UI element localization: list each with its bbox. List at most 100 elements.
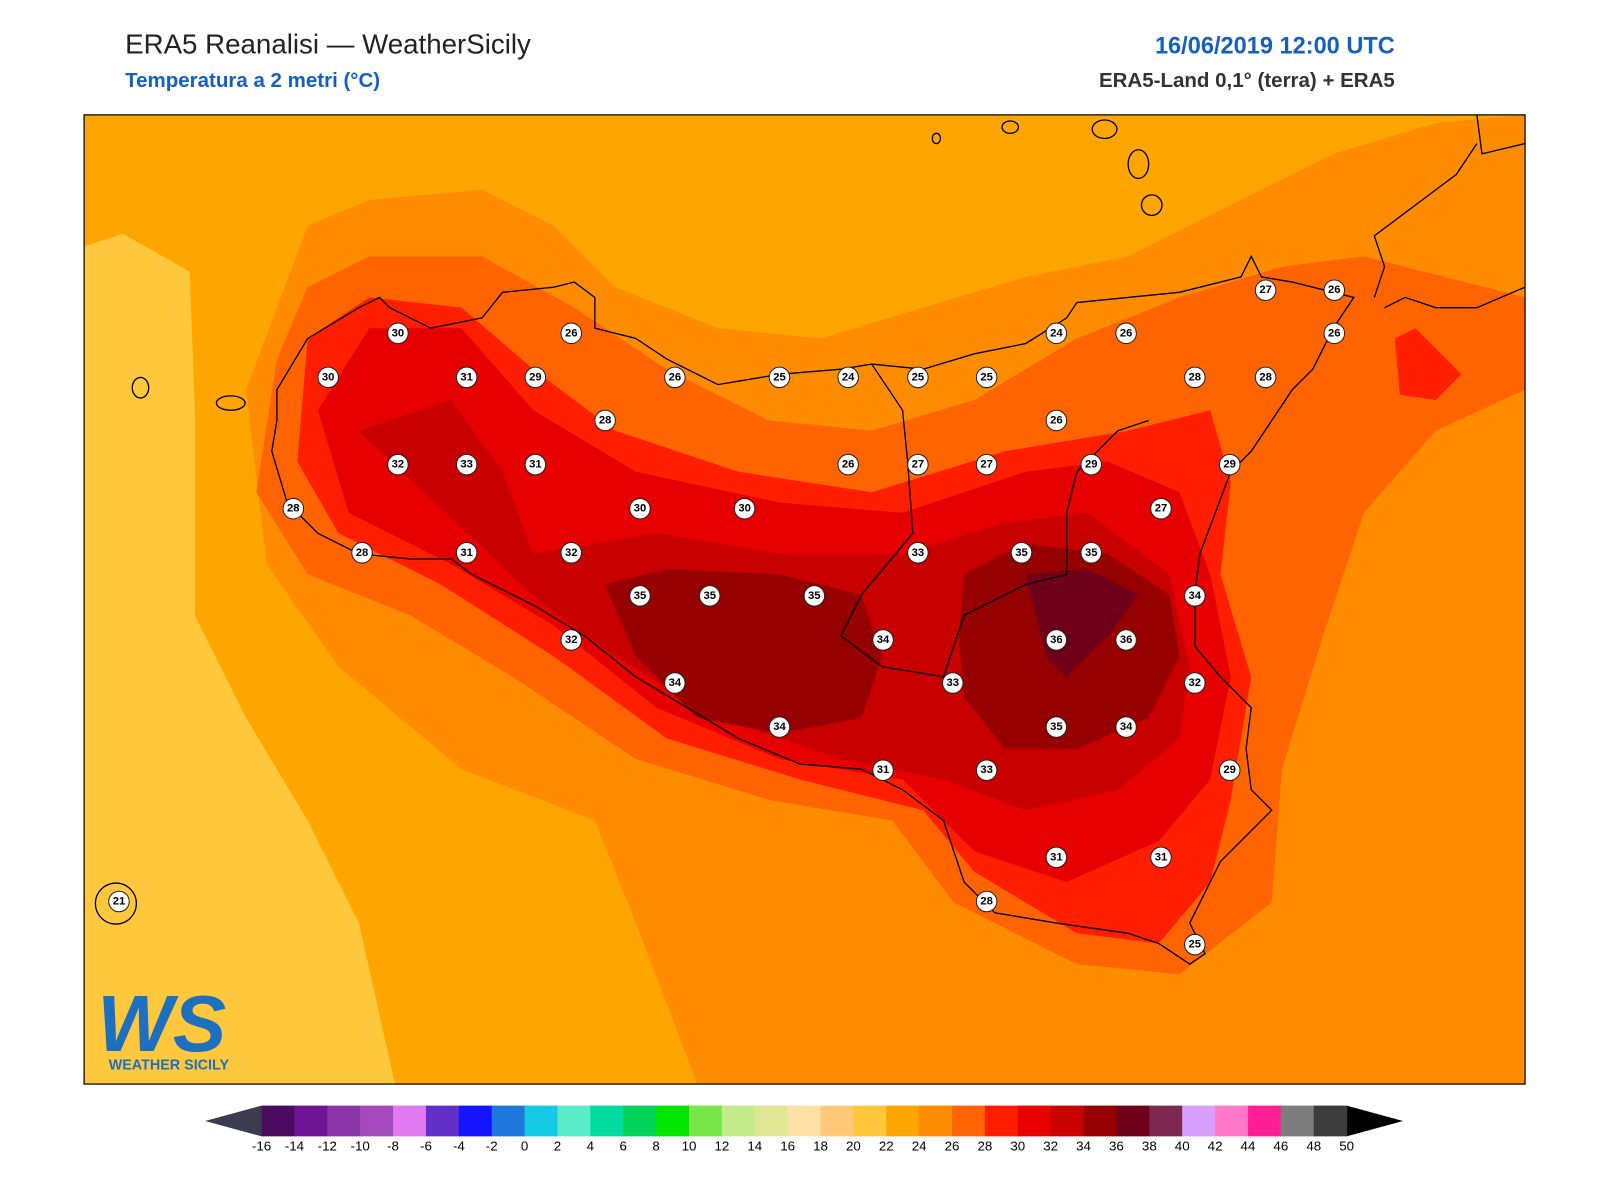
station-marker: [1150, 846, 1172, 869]
colorbar-tick-label: 22: [879, 1139, 894, 1154]
station-marker: [387, 453, 409, 476]
colorbar-tick-label: 16: [780, 1139, 795, 1154]
station-marker: [1045, 846, 1068, 869]
colorbar-box: [1116, 1105, 1150, 1137]
colorbar-tick-label: 26: [945, 1139, 960, 1154]
colorbar-tick-label: -4: [453, 1139, 465, 1154]
station-value: 29: [1223, 459, 1236, 471]
station-value: 21: [113, 896, 126, 908]
station-value: 34: [669, 677, 682, 689]
station-marker: [282, 497, 305, 520]
station-marker: [907, 542, 929, 564]
station-value: 33: [912, 547, 925, 559]
colorbar-tick-label: -12: [318, 1139, 337, 1154]
station-value: 28: [1189, 371, 1202, 383]
station-marker: [1010, 542, 1033, 564]
island: [1001, 120, 1020, 134]
station-value: 26: [1328, 284, 1341, 296]
station-value: 34: [877, 634, 890, 646]
station-value: 25: [1189, 939, 1202, 951]
island: [131, 376, 150, 399]
colorbar-box: [886, 1105, 920, 1137]
colorbar-box: [623, 1105, 657, 1137]
colorbar-box: [360, 1105, 394, 1137]
station-marker: [1184, 933, 1206, 956]
station-marker: [560, 542, 583, 564]
station-marker: [698, 585, 721, 607]
station-marker: [1115, 716, 1137, 738]
station-value: 31: [529, 459, 542, 471]
colorbar-tick-label: -14: [285, 1139, 305, 1154]
station-value: 26: [1328, 327, 1341, 339]
colorbar-tick-label: 50: [1339, 1139, 1354, 1154]
colorbar-tick-label: 28: [978, 1139, 993, 1154]
colorbar-box: [590, 1105, 624, 1137]
colorbar-box: [820, 1105, 854, 1137]
station-marker: [1045, 716, 1068, 738]
station-marker: [455, 453, 478, 476]
map-group: ERA5 Reanalisi — WeatherSicily Temperatu…: [83, 28, 1526, 1154]
colorbar-box: [327, 1105, 361, 1137]
station-marker: [872, 629, 894, 651]
station-value: 24: [1050, 327, 1063, 339]
date: 16/06/2019 12:00 UTC: [1155, 32, 1395, 58]
map-frame: [83, 114, 1526, 1085]
station-marker: [1218, 453, 1241, 476]
station-value: 25: [773, 371, 786, 383]
station-value: 32: [392, 459, 405, 471]
station-marker: [1323, 279, 1346, 302]
station-value: 35: [808, 590, 821, 602]
station-value: 25: [980, 371, 993, 383]
station-value: 24: [842, 371, 855, 383]
colorbar-tick-label: 18: [813, 1139, 828, 1154]
station-marker: [524, 366, 547, 389]
colorbar-box: [1280, 1105, 1315, 1137]
station-marker: [455, 366, 478, 389]
station-marker: [872, 759, 894, 781]
station-marker: [733, 497, 756, 520]
subtitle: Temperatura a 2 metri (°C): [125, 69, 380, 92]
island: [215, 395, 246, 411]
station-value: 28: [599, 414, 612, 426]
colorbar-tick-label: 44: [1241, 1139, 1256, 1154]
station-value: 30: [738, 503, 751, 515]
station-marker: [387, 322, 409, 345]
colorbar-tick-label: 24: [912, 1139, 927, 1154]
colorbar-tick-label: -10: [351, 1139, 370, 1154]
logo-mark: WS: [97, 979, 226, 1068]
island: [1127, 149, 1150, 180]
station-value: 29: [1085, 459, 1098, 471]
station-marker: [560, 322, 583, 345]
island: [1140, 194, 1163, 217]
station-marker: [1150, 497, 1172, 520]
station-value: 28: [287, 503, 300, 515]
station-marker: [975, 890, 998, 913]
station-marker: [560, 629, 583, 651]
colorbar-tick-label: 14: [747, 1139, 762, 1154]
title: ERA5 Reanalisi — WeatherSicily: [125, 28, 531, 59]
station-marker: [1254, 366, 1277, 389]
station-marker: [975, 366, 998, 389]
station-value: 35: [1015, 547, 1028, 559]
colorbar-box: [458, 1105, 493, 1137]
colorbar-box: [919, 1105, 953, 1137]
colorbar-tick-label: 40: [1175, 1139, 1190, 1154]
station-marker: [1045, 629, 1068, 651]
colorbar-tick-label: 46: [1273, 1139, 1288, 1154]
colorbar-tick-label: 0: [521, 1139, 528, 1154]
colorbar-tick-label: -16: [252, 1139, 271, 1154]
station-marker: [942, 672, 964, 694]
station-value: 30: [322, 371, 335, 383]
station-value: 26: [565, 327, 578, 339]
band-28-calabria: [1394, 328, 1462, 400]
coastlines: [94, 114, 1526, 965]
province-border: [840, 363, 1149, 678]
station-marker: [317, 366, 339, 389]
colorbar-under: [205, 1105, 262, 1137]
station-marker: [108, 890, 130, 913]
island: [1091, 119, 1118, 140]
station-marker: [1218, 759, 1241, 781]
colorbar-box: [1313, 1105, 1348, 1137]
station-marker: [1080, 542, 1103, 564]
